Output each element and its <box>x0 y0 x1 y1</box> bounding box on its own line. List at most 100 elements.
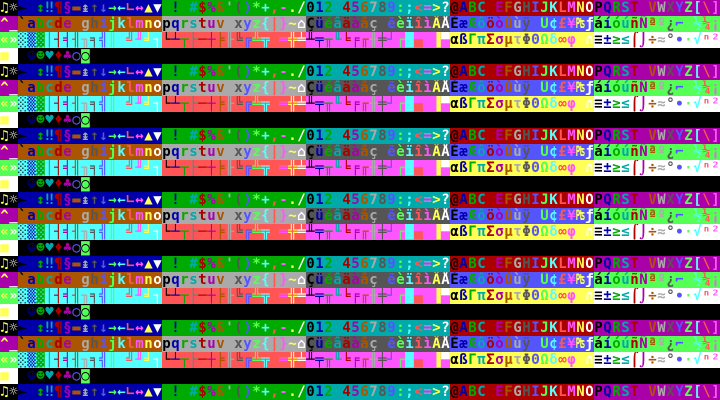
char-cell <box>414 368 423 384</box>
char-cell: ○ <box>72 368 81 384</box>
char-cell: ╛ <box>144 288 153 304</box>
char-cell <box>18 176 27 192</box>
char-cell <box>513 304 522 320</box>
char-cell: + <box>261 320 270 336</box>
char-cell: ╦ <box>261 288 270 304</box>
char-cell: ª <box>648 272 657 288</box>
char-cell: ╙ <box>333 96 342 112</box>
char-cell: ⌡ <box>639 352 648 368</box>
char-cell: ♣ <box>63 112 72 128</box>
char-cell <box>297 176 306 192</box>
char-cell: ▼ <box>153 64 162 80</box>
char-cell: á <box>594 336 603 352</box>
char-cell: ] <box>711 320 720 336</box>
char-cell: ↕ <box>36 64 45 80</box>
char-cell: ╓ <box>360 32 369 48</box>
char-cell <box>90 304 99 320</box>
char-cell: ▼ <box>153 192 162 208</box>
char-cell: ⌡ <box>639 96 648 112</box>
char-cell <box>153 112 162 128</box>
char-cell: ₧ <box>576 144 585 160</box>
char-cell: & <box>216 128 225 144</box>
char-cell: ⁿ <box>702 224 711 240</box>
char-cell <box>549 240 558 256</box>
char-cell: ï <box>405 144 414 160</box>
char-cell <box>468 176 477 192</box>
char-cell: · <box>684 352 693 368</box>
char-cell: _ <box>9 272 18 288</box>
char-cell: ½ <box>693 272 702 288</box>
char-cell: 9 <box>387 64 396 80</box>
char-cell: ò <box>495 16 504 32</box>
char-cell: ╨ <box>306 224 315 240</box>
char-cell: > <box>432 192 441 208</box>
char-cell: ╙ <box>333 32 342 48</box>
char-cell <box>306 240 315 256</box>
char-cell <box>486 368 495 384</box>
char-cell: p <box>162 272 171 288</box>
char-cell: ; <box>405 384 414 400</box>
char-cell <box>153 240 162 256</box>
char-cell: x <box>234 336 243 352</box>
char-cell <box>162 384 171 400</box>
char-cell: M <box>567 0 576 16</box>
char-cell: ▬ <box>72 0 81 16</box>
char-cell <box>180 240 189 256</box>
char-cell: ^ <box>0 144 9 160</box>
char-cell: ° <box>666 160 675 176</box>
char-cell: ┘ <box>387 160 396 176</box>
char-cell: ß <box>459 352 468 368</box>
char-cell: ♦ <box>54 368 63 384</box>
char-cell <box>270 240 279 256</box>
char-cell: ^ <box>0 208 9 224</box>
char-cell: ╕ <box>90 352 99 368</box>
char-cell: └ <box>162 224 171 240</box>
char-cell: £ <box>558 272 567 288</box>
char-cell <box>621 240 630 256</box>
char-cell: ∩ <box>585 288 594 304</box>
char-cell: ; <box>405 128 414 144</box>
char-cell <box>495 304 504 320</box>
char-cell: ■ <box>0 112 9 128</box>
char-cell: Z <box>684 128 693 144</box>
char-cell: ù <box>513 208 522 224</box>
char-cell: ╦ <box>261 32 270 48</box>
char-cell: _ <box>9 208 18 224</box>
char-cell: º <box>657 272 666 288</box>
char-cell: 1 <box>315 128 324 144</box>
char-cell <box>576 304 585 320</box>
char-cell <box>684 368 693 384</box>
char-cell: Ä <box>432 80 441 96</box>
char-cell: ↨ <box>81 320 90 336</box>
char-cell <box>666 48 675 64</box>
char-cell: ∩ <box>585 352 594 368</box>
char-cell: ¿ <box>666 272 675 288</box>
char-cell <box>486 240 495 256</box>
char-cell: ▌ <box>423 288 432 304</box>
char-cell: π <box>477 224 486 240</box>
char-cell: 9 <box>387 128 396 144</box>
char-cell <box>225 112 234 128</box>
char-cell: ? <box>441 384 450 400</box>
char-cell <box>477 240 486 256</box>
char-cell: T <box>630 0 639 16</box>
char-cell: ├ <box>189 352 198 368</box>
char-cell <box>153 368 162 384</box>
char-cell: Ñ <box>639 336 648 352</box>
char-cell: Θ <box>531 288 540 304</box>
char-cell: å <box>360 80 369 96</box>
char-cell: Φ <box>522 32 531 48</box>
char-cell: l <box>126 16 135 32</box>
char-cell: ≤ <box>621 288 630 304</box>
char-cell: 2 <box>324 256 333 272</box>
char-cell: , <box>270 256 279 272</box>
char-cell <box>612 176 621 192</box>
char-cell: a <box>27 80 36 96</box>
char-cell: k <box>117 16 126 32</box>
char-cell: √ <box>693 352 702 368</box>
char-cell: ▲ <box>144 384 153 400</box>
char-cell <box>630 176 639 192</box>
char-cell: ä <box>342 208 351 224</box>
char-cell <box>135 304 144 320</box>
char-cell: k <box>117 208 126 224</box>
